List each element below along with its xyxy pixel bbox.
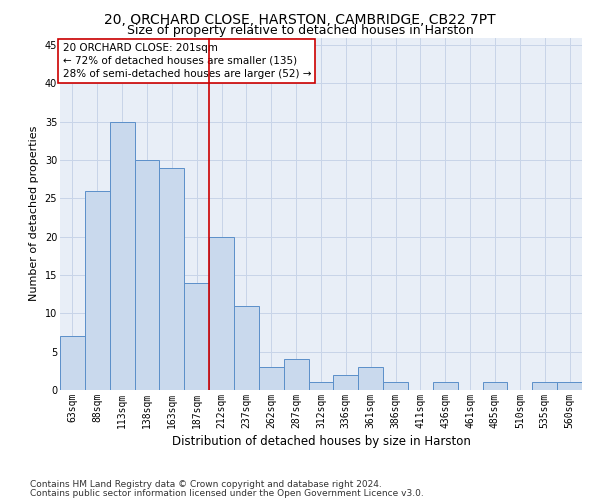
Bar [160, 168, 184, 390]
Text: 20 ORCHARD CLOSE: 201sqm
← 72% of detached houses are smaller (135)
28% of semi-: 20 ORCHARD CLOSE: 201sqm ← 72% of detach… [62, 43, 311, 79]
Bar [334, 374, 358, 390]
Bar [433, 382, 458, 390]
Bar [482, 382, 508, 390]
Bar [60, 336, 85, 390]
Bar [259, 367, 284, 390]
Bar [209, 236, 234, 390]
Y-axis label: Number of detached properties: Number of detached properties [29, 126, 39, 302]
Bar [184, 282, 209, 390]
Bar [234, 306, 259, 390]
Text: Contains public sector information licensed under the Open Government Licence v3: Contains public sector information licen… [30, 489, 424, 498]
Bar [85, 191, 110, 390]
Bar [358, 367, 383, 390]
Bar [308, 382, 334, 390]
Bar [134, 160, 160, 390]
Bar [532, 382, 557, 390]
Text: 20, ORCHARD CLOSE, HARSTON, CAMBRIDGE, CB22 7PT: 20, ORCHARD CLOSE, HARSTON, CAMBRIDGE, C… [104, 12, 496, 26]
Bar [383, 382, 408, 390]
Bar [110, 122, 134, 390]
Bar [557, 382, 582, 390]
X-axis label: Distribution of detached houses by size in Harston: Distribution of detached houses by size … [172, 435, 470, 448]
Bar [284, 360, 308, 390]
Text: Size of property relative to detached houses in Harston: Size of property relative to detached ho… [127, 24, 473, 37]
Text: Contains HM Land Registry data © Crown copyright and database right 2024.: Contains HM Land Registry data © Crown c… [30, 480, 382, 489]
